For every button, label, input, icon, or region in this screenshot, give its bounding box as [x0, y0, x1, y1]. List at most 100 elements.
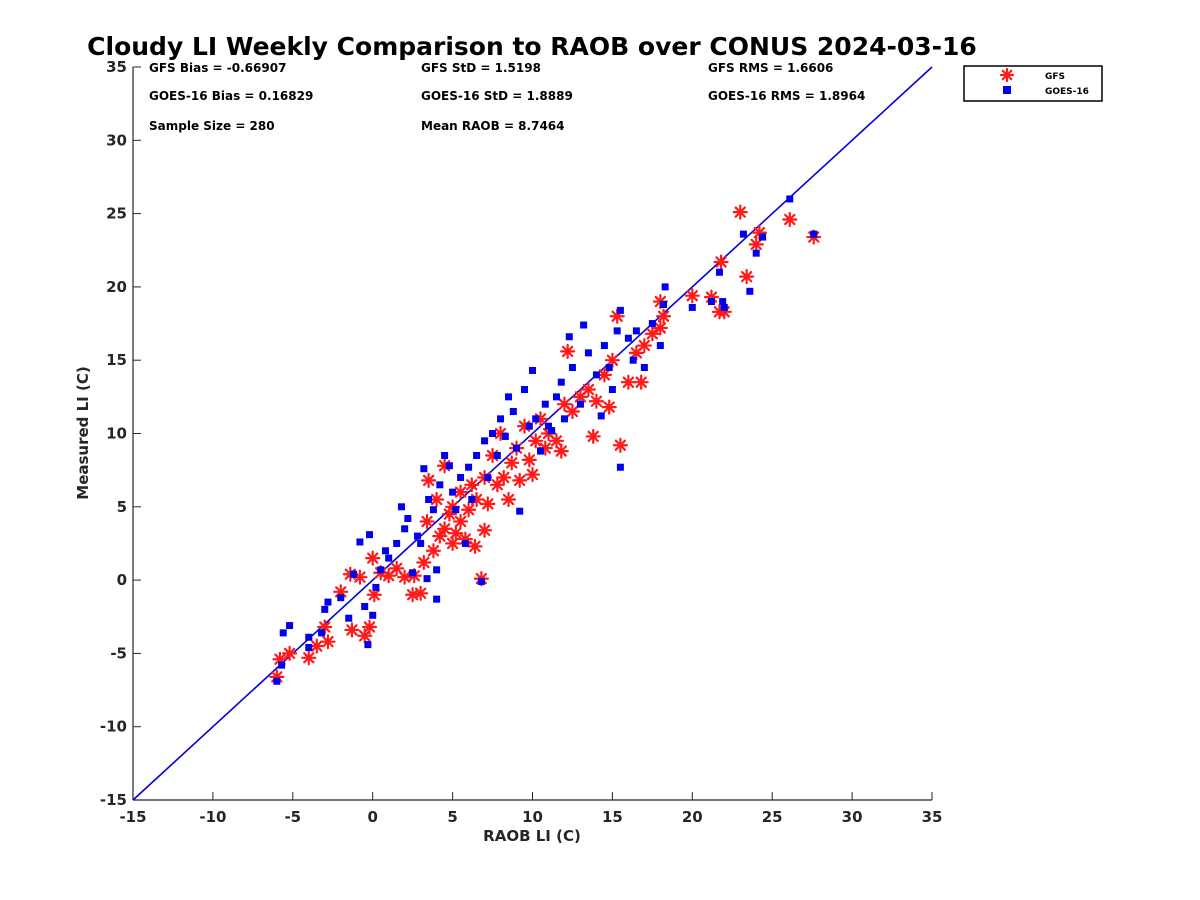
goes16-point	[616, 306, 624, 314]
goes16-point	[720, 303, 728, 311]
goes16-point	[661, 283, 669, 291]
gfs-point	[553, 443, 569, 459]
stat-gfs-std: GFS StD = 1.5198	[421, 61, 541, 75]
goes16-point	[624, 334, 632, 342]
x-axis-ticks: -15 -10 -5 0 5 10 15 20 25 30 35	[119, 792, 942, 826]
goes16-point	[544, 422, 552, 430]
goes16-point	[350, 570, 358, 578]
x-axis-label: RAOB LI (C)	[483, 827, 581, 845]
gfs-point	[389, 560, 405, 576]
legend-gfs-asterisk	[999, 67, 1015, 83]
legend-gfs-marker	[999, 67, 1015, 83]
gfs-point	[425, 543, 442, 559]
goes16-point	[361, 602, 369, 610]
goes16-point	[509, 408, 517, 416]
gfs-point	[452, 513, 469, 530]
legend: GFS GOES-16	[963, 65, 1103, 102]
goes16-point	[632, 327, 640, 335]
goes16-point	[565, 333, 573, 341]
chart-title: Cloudy LI Weekly Comparison to RAOB over…	[87, 32, 977, 61]
legend-box	[963, 65, 1103, 102]
goes16-point	[321, 605, 329, 613]
goes16-point	[605, 364, 613, 372]
gfs-point	[644, 326, 660, 342]
goes16-point	[397, 503, 405, 511]
gfs-point	[633, 374, 649, 390]
gfs-point	[564, 403, 581, 420]
goes16-point	[381, 547, 389, 555]
goes16-point	[465, 463, 473, 471]
gfs-point	[489, 477, 505, 493]
goes16-point	[473, 451, 481, 459]
gfs-point	[748, 236, 764, 252]
gfs-point	[612, 437, 628, 453]
gfs-point	[684, 288, 700, 304]
gfs-point	[596, 367, 613, 383]
goes16-point	[481, 437, 489, 445]
goes16-point	[521, 386, 529, 394]
gfs-point	[452, 484, 469, 500]
goes16-point	[356, 538, 364, 546]
goes16-point	[484, 473, 492, 481]
gfs-point	[512, 472, 528, 489]
goes16-point	[413, 532, 421, 540]
gfs-point	[652, 320, 668, 336]
y-tick-label: 35	[106, 58, 127, 76]
stat-goes-std: GOES-16 StD = 1.8889	[421, 89, 573, 103]
legend-goes16-label: GOES-16	[1045, 87, 1089, 97]
goes16-point	[385, 554, 393, 562]
stat-goes-bias: GOES-16 Bias = 0.16829	[149, 89, 313, 103]
gfs-point	[521, 452, 537, 468]
y-tick-label: -10	[100, 718, 127, 736]
goes16-point	[345, 614, 353, 622]
stat-mean-raob: Mean RAOB = 8.7464	[421, 119, 565, 133]
goes16-point	[377, 566, 385, 574]
goes16-point	[719, 298, 727, 306]
goes16-point	[279, 629, 287, 637]
goes16-point	[560, 415, 568, 423]
goes16-point	[600, 342, 608, 350]
goes16-point	[305, 644, 313, 652]
goes16-point	[568, 364, 576, 372]
goes16-point	[457, 473, 465, 481]
goes16-point	[433, 595, 441, 603]
goes16-point	[409, 569, 417, 577]
goes16-point	[739, 230, 747, 238]
x-tick-label: -15	[119, 808, 146, 826]
stat-gfs-rms: GFS RMS = 1.6606	[708, 61, 833, 75]
goes16-point	[513, 444, 521, 452]
gfs-point	[601, 399, 617, 415]
goes16-point	[525, 422, 533, 430]
goes16-point	[597, 412, 605, 420]
legend-goes16-marker	[1003, 86, 1011, 94]
gfs-point	[282, 645, 298, 662]
goes16-point	[433, 566, 441, 574]
goes16-point	[576, 400, 584, 408]
y-tick-label: 5	[117, 498, 127, 516]
goes16-point	[580, 321, 588, 329]
gfs-point	[301, 650, 317, 666]
gfs-point	[464, 477, 480, 493]
goes16-point	[425, 495, 433, 503]
goes16-point	[552, 393, 560, 401]
goes16-point	[548, 427, 556, 435]
goes16-point	[608, 386, 616, 394]
goes16-point	[529, 366, 536, 374]
gfs-point	[585, 428, 601, 445]
y-tick-label: -5	[110, 644, 127, 662]
goes16-point	[441, 451, 449, 459]
goes16-point	[449, 488, 457, 496]
gfs-point	[655, 308, 672, 324]
gfs-point	[309, 638, 325, 654]
x-tick-label: 15	[602, 808, 623, 826]
goes16-point	[493, 451, 501, 459]
goes16-point	[278, 661, 286, 669]
goes16-point	[557, 378, 565, 386]
goes16-point	[707, 298, 715, 306]
goes16-point	[369, 611, 377, 619]
gfs-point	[366, 587, 382, 603]
series-goes16-points	[273, 195, 818, 685]
y-tick-label: 10	[106, 425, 127, 443]
goes16-point	[759, 233, 767, 241]
stat-sample-size: Sample Size = 280	[149, 119, 275, 133]
